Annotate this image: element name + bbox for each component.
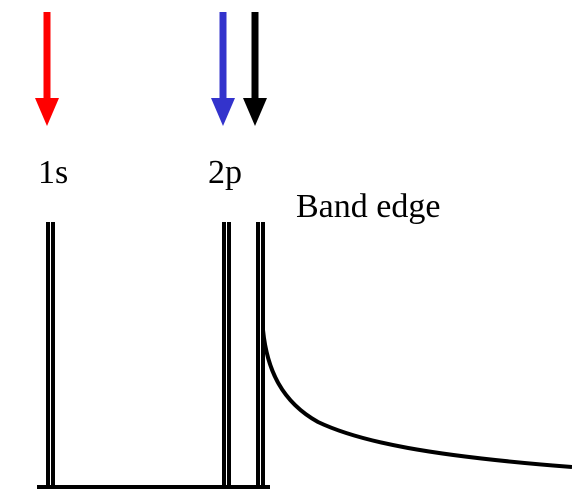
peak-2p xyxy=(222,222,231,487)
arrow-1s xyxy=(35,12,59,126)
band-edge-continuum xyxy=(261,222,572,469)
label-band-edge: Band edge xyxy=(296,188,441,225)
label-1s: 1s xyxy=(38,154,69,191)
arrow-2p xyxy=(211,12,235,126)
arrow-band-edge xyxy=(243,12,267,126)
label-2p: 2p xyxy=(208,154,242,191)
peak-1s xyxy=(46,222,55,487)
